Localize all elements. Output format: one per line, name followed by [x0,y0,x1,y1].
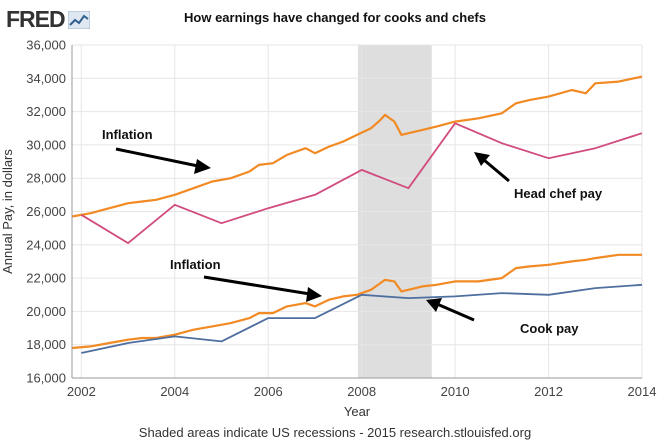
y-tick-label: 18,000 [26,337,66,352]
y-tick-label: 32,000 [26,104,66,119]
series-inflation-lower [71,253,642,350]
y-tick-label: 34,000 [26,71,66,86]
x-tick-label: 2014 [628,384,657,399]
y-tick-label: 16,000 [26,371,66,386]
arrow-inflation-top [115,147,199,168]
series-inflation-upper [71,75,643,218]
annotation-inflation-top: Inflation [102,127,153,142]
arrowhead-inflation-bottom [306,287,322,302]
arrow-head-chef [483,158,510,183]
arrowhead-head-chef [474,152,490,166]
arrow-cook [436,302,475,322]
series-head-chef-pay [80,122,643,245]
y-tick-label: 26,000 [26,204,66,219]
annotation-cook-pay: Cook pay [520,321,579,336]
annotation-head-chef-pay: Head chef pay [514,186,603,201]
y-tick-label: 28,000 [26,171,66,186]
y-tick-label: 30,000 [26,137,66,152]
y-axis-label: Annual Pay, in dollars [0,149,15,274]
footer-note: Shaded areas indicate US recessions - 20… [138,425,532,440]
x-tick-label: 2012 [534,384,563,399]
y-tick-label: 36,000 [26,38,66,53]
arrowhead-cook [426,298,442,312]
logo-text: FRED [6,6,66,32]
x-tick-label: 2004 [160,384,189,399]
arrow-inflation-bottom [203,275,311,296]
x-tick-label: 2002 [67,384,96,399]
x-tick-label: 2006 [254,384,283,399]
annotation-inflation-bottom: Inflation [170,257,221,272]
y-tick-label: 24,000 [26,237,66,252]
chart-title: How earnings have changed for cooks and … [184,10,486,25]
x-tick-label: 2010 [441,384,470,399]
y-tick-label: 20,000 [26,304,66,319]
arrowhead-inflation-top [194,159,211,174]
y-tick-label: 22,000 [26,271,66,286]
fred-logo[interactable]: FRED [6,6,90,33]
chart-icon [67,10,90,29]
x-tick-label: 2008 [347,384,376,399]
x-axis-label: Year [344,404,371,419]
series-cook-pay [81,283,643,354]
